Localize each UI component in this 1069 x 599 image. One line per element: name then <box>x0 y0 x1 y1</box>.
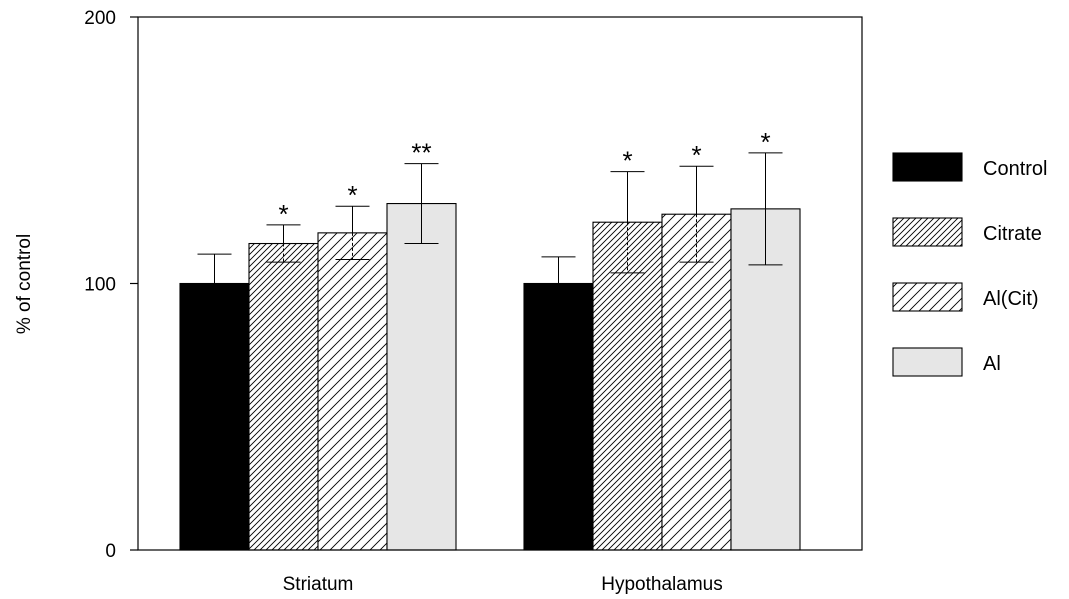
bar-hypothalamus-al <box>730 208 801 551</box>
significance-marker: * <box>760 127 770 157</box>
significance-marker: * <box>622 146 632 176</box>
legend: Control Citrate Al(Cit) Al <box>892 152 1047 377</box>
plot-frame <box>137 16 863 551</box>
significance-marker: * <box>347 180 357 210</box>
x-category-label: Striatum <box>283 574 354 595</box>
bar-striatum-control <box>179 282 250 551</box>
y-tick-label: 0 <box>105 541 116 562</box>
significance-marker: ** <box>411 138 431 168</box>
legend-swatch-al-cit <box>892 282 963 312</box>
legend-swatch-control <box>892 152 963 182</box>
legend-swatch-al <box>892 347 963 377</box>
x-category-label: Hypothalamus <box>601 574 722 595</box>
y-tick-label: 200 <box>84 8 116 29</box>
bar-hypothalamus-citrate <box>592 221 663 551</box>
bar-hypothalamus-control <box>523 282 594 551</box>
legend-label-al-cit: Al(Cit) <box>983 288 1039 310</box>
legend-label-al: Al <box>983 353 1001 375</box>
y-axis-label: % of control <box>14 234 35 334</box>
legend-label-citrate: Citrate <box>983 223 1042 245</box>
bar-striatum-citrate <box>248 242 319 551</box>
legend-label-control: Control <box>983 158 1047 180</box>
legend-swatch-citrate <box>892 217 963 247</box>
significance-marker: * <box>278 199 288 229</box>
bar-striatum-al <box>386 203 457 551</box>
bar-hypothalamus-al-cit <box>661 213 732 551</box>
bar-striatum-al-cit <box>317 232 388 551</box>
y-tick-label: 100 <box>84 275 116 296</box>
significance-marker: * <box>691 140 701 170</box>
